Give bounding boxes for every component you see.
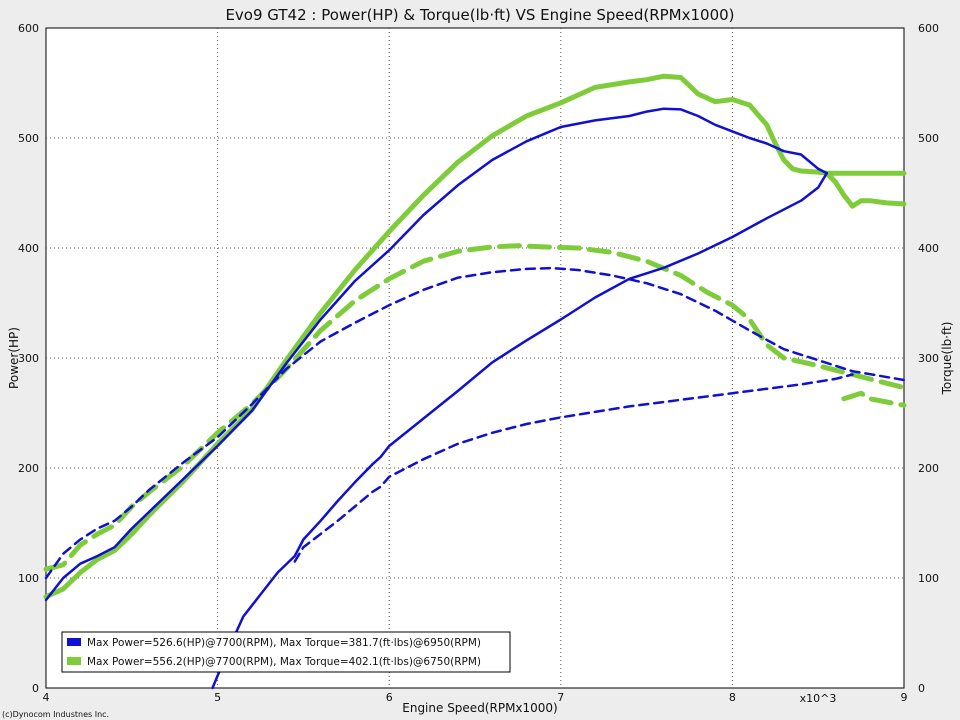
run-2-torque-secondary-line <box>841 390 907 408</box>
y-tick-label: 200 <box>18 462 39 475</box>
y2-tick-label: 100 <box>918 572 939 585</box>
y2-tick-label: 300 <box>918 352 939 365</box>
x-tick-label: 7 <box>557 691 564 704</box>
y2-tick-label: 500 <box>918 132 939 145</box>
chart-title: Evo9 GT42 : Power(HP) & Torque(lb·ft) VS… <box>225 6 734 24</box>
x-tick-label: 6 <box>386 691 393 704</box>
x-tick-label: 5 <box>214 691 221 704</box>
run-2-power-line <box>43 73 907 600</box>
y-tick-label: 100 <box>18 572 39 585</box>
x-tick-label: 4 <box>43 691 50 704</box>
y2-tick-label: 200 <box>918 462 939 475</box>
x-tick-label: 9 <box>901 691 908 704</box>
y-tick-label: 0 <box>32 682 39 695</box>
x-tick-label: 8 <box>729 691 736 704</box>
legend-box <box>61 631 511 673</box>
run-1-torque-correction-line <box>293 373 854 563</box>
run-1-torque-line <box>44 266 906 580</box>
y-tick-label: 500 <box>18 132 39 145</box>
y2-tick-label: 0 <box>918 682 925 695</box>
y-tick-label: 300 <box>18 352 39 365</box>
y2-tick-label: 600 <box>918 22 939 35</box>
y-tick-label: 400 <box>18 242 39 255</box>
y-tick-label: 600 <box>18 22 39 35</box>
y2-tick-label: 400 <box>918 242 939 255</box>
axis-ticks: 4 5 6 7 8 90100200300400500600010020030040050… <box>18 22 939 704</box>
run-2-power-secondary-line <box>824 170 907 209</box>
legend: Max Power=526.6(HP)@7700(RPM), Max Torqu… <box>61 631 511 673</box>
run-1-power-line <box>44 107 829 602</box>
copyright-text: (c)Dynocom Industnes Inc. <box>2 710 109 719</box>
x-axis-label: Engine Speed(RPMx1000) <box>402 701 558 715</box>
legend-swatch-run-2 <box>67 657 81 665</box>
y2-axis-label: Torque(lb·ft) <box>940 322 954 396</box>
series-layer <box>43 73 907 690</box>
legend-label-run-2: Max Power=556.2(HP)@7700(RPM), Max Torqu… <box>87 656 481 668</box>
run-1-power-correction-line <box>211 171 829 690</box>
legend-swatch-run-1 <box>67 638 81 646</box>
legend-label-run-1: Max Power=526.6(HP)@7700(RPM), Max Torqu… <box>87 637 481 649</box>
y-axis-label: Power(HP) <box>7 327 21 389</box>
x-multiplier-label: x10^3 <box>800 692 837 705</box>
